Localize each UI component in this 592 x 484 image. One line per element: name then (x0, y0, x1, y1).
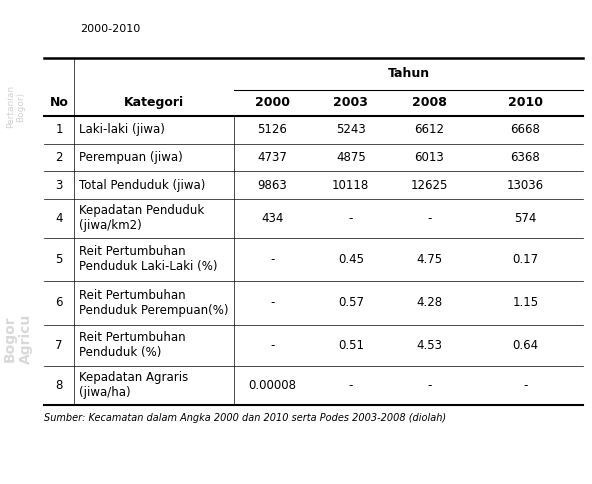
Text: 4875: 4875 (336, 151, 366, 164)
Text: -: - (270, 253, 275, 266)
Text: 6: 6 (56, 297, 63, 309)
Text: 2010: 2010 (508, 96, 543, 109)
Text: 6668: 6668 (510, 123, 540, 136)
Text: 0.51: 0.51 (338, 339, 363, 352)
Text: 8: 8 (56, 379, 63, 392)
Text: 5126: 5126 (258, 123, 287, 136)
Text: 6612: 6612 (414, 123, 444, 136)
Text: Perempuan (jiwa): Perempuan (jiwa) (79, 151, 182, 164)
Text: Reit Pertumbuhan
Penduduk (%): Reit Pertumbuhan Penduduk (%) (79, 332, 185, 359)
Text: 0.57: 0.57 (338, 297, 363, 309)
Text: Kategori: Kategori (124, 96, 184, 109)
Text: 6368: 6368 (510, 151, 540, 164)
Text: 0.00008: 0.00008 (248, 379, 297, 392)
Text: Reit Pertumbuhan
Penduduk Perempuan(%): Reit Pertumbuhan Penduduk Perempuan(%) (79, 289, 229, 317)
Text: -: - (270, 339, 275, 352)
Text: 4.75: 4.75 (416, 253, 442, 266)
Text: 2008: 2008 (412, 96, 446, 109)
Text: Kepadatan Agraris
(jiwa/ha): Kepadatan Agraris (jiwa/ha) (79, 371, 188, 399)
Text: 5: 5 (56, 253, 63, 266)
Text: 13036: 13036 (507, 179, 544, 192)
Text: 4737: 4737 (258, 151, 287, 164)
Text: 0.17: 0.17 (512, 253, 539, 266)
Text: -: - (427, 379, 432, 392)
Text: Kepadatan Penduduk
(jiwa/km2): Kepadatan Penduduk (jiwa/km2) (79, 204, 204, 232)
Text: 1: 1 (56, 123, 63, 136)
Text: Laki-laki (jiwa): Laki-laki (jiwa) (79, 123, 165, 136)
Text: -: - (349, 379, 353, 392)
Text: Sumber: Kecamatan dalam Angka 2000 dan 2010 serta Podes 2003-2008 (diolah): Sumber: Kecamatan dalam Angka 2000 dan 2… (44, 413, 446, 424)
Text: Tahun: Tahun (387, 67, 430, 80)
Text: Pertanian
Bogor): Pertanian Bogor) (6, 85, 25, 128)
Text: 434: 434 (261, 212, 284, 225)
Text: 9863: 9863 (258, 179, 287, 192)
Text: No: No (50, 96, 69, 109)
Text: -: - (523, 379, 527, 392)
Text: 6013: 6013 (414, 151, 444, 164)
Text: 7: 7 (56, 339, 63, 352)
Text: Total Penduduk (jiwa): Total Penduduk (jiwa) (79, 179, 205, 192)
Text: Bogor
Agricu: Bogor Agricu (3, 314, 33, 364)
Text: 574: 574 (514, 212, 536, 225)
Text: 4: 4 (56, 212, 63, 225)
Text: -: - (427, 212, 432, 225)
Text: 2000: 2000 (255, 96, 290, 109)
Text: 12625: 12625 (410, 179, 448, 192)
Text: 2: 2 (56, 151, 63, 164)
Text: 2000-2010: 2000-2010 (80, 24, 140, 34)
Text: 2003: 2003 (333, 96, 368, 109)
Text: Reit Pertumbuhan
Penduduk Laki-Laki (%): Reit Pertumbuhan Penduduk Laki-Laki (%) (79, 245, 217, 273)
Text: 1.15: 1.15 (512, 297, 539, 309)
Text: -: - (270, 297, 275, 309)
Text: 0.64: 0.64 (512, 339, 539, 352)
Text: 3: 3 (56, 179, 63, 192)
Text: 4.28: 4.28 (416, 297, 442, 309)
Text: 4.53: 4.53 (416, 339, 442, 352)
Text: 5243: 5243 (336, 123, 366, 136)
Text: 0.45: 0.45 (338, 253, 363, 266)
Text: 10118: 10118 (332, 179, 369, 192)
Text: -: - (349, 212, 353, 225)
